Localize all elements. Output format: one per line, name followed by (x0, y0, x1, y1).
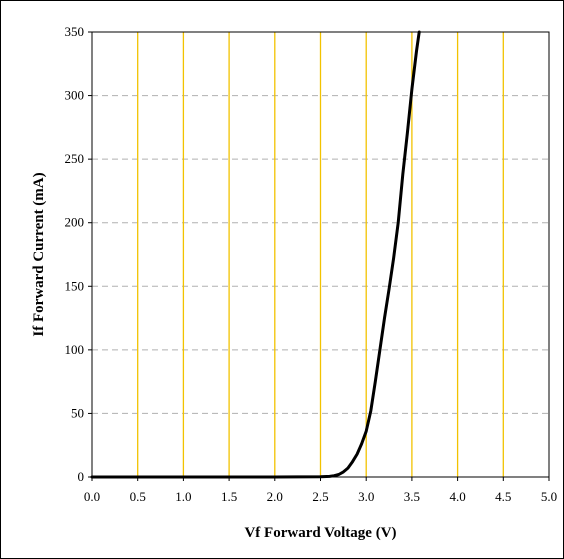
y-tick-label: 100 (65, 342, 85, 357)
x-tick-label: 2.5 (312, 489, 328, 504)
y-tick-label: 50 (71, 405, 84, 420)
y-axis-title: If Forward Current (mA) (31, 172, 47, 336)
x-tick-label: 4.0 (449, 489, 465, 504)
x-axis-title: Vf Forward Voltage (V) (244, 525, 396, 541)
y-tick-label: 250 (65, 151, 85, 166)
x-tick-label: 1.5 (221, 489, 237, 504)
x-tick-label: 3.0 (358, 489, 374, 504)
grid-lines (92, 32, 549, 477)
x-tick-label: 1.0 (175, 489, 191, 504)
y-tick-label: 350 (65, 24, 85, 39)
axis-ticks: 0 50 100 150 200 250 300 350 0.0 0.5 1.0 1.5 2.0 2.5 3… (65, 24, 558, 504)
y-tick-label: 300 (65, 88, 85, 103)
x-tick-label: 4.5 (495, 489, 511, 504)
x-tick-label: 0.0 (84, 489, 100, 504)
y-tick-label: 200 (65, 215, 85, 230)
y-tick-label: 0 (78, 469, 85, 484)
y-tick-label: 150 (65, 278, 85, 293)
x-tick-label: 5.0 (541, 489, 557, 504)
series-curve-layer (90, 30, 421, 479)
x-tick-label: 0.5 (130, 489, 146, 504)
x-tick-label: 3.5 (404, 489, 420, 504)
x-tick-label: 2.0 (267, 489, 283, 504)
forward-current-curve (90, 30, 421, 479)
